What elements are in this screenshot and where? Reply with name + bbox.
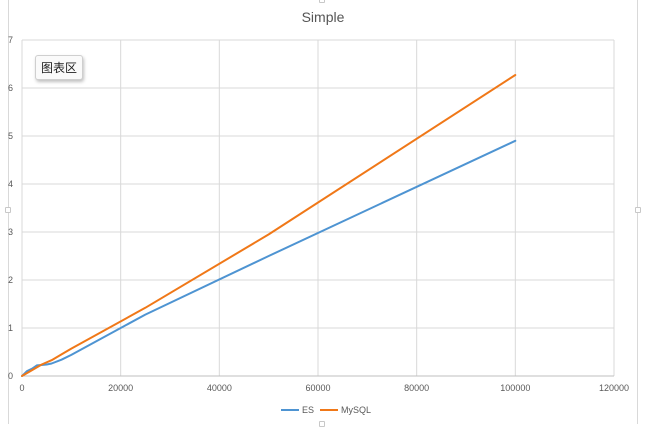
chart-area-tooltip: 图表区	[35, 55, 84, 80]
gridlines	[21, 39, 615, 377]
y-tick-label: 5	[8, 131, 13, 141]
x-tick-label: 40000	[207, 383, 232, 393]
series-line-es	[21, 139, 517, 377]
y-tick-label: 4	[8, 179, 13, 189]
chart-title: Simple	[302, 9, 345, 25]
y-tick-label: 2	[8, 275, 13, 285]
x-tick-label: 120000	[599, 383, 629, 393]
axes: 0 1 2 3 4 5 6 7 0 20000 40000 60000 80000 100000 12000…	[8, 35, 629, 393]
legend-label-mysql: MySQL	[341, 405, 371, 415]
resize-handle-right[interactable]	[635, 207, 641, 213]
x-tick-label: 0	[19, 383, 24, 393]
resize-handle-left[interactable]	[5, 207, 11, 213]
x-tick-label: 80000	[404, 383, 429, 393]
legend-label-es: ES	[302, 405, 314, 415]
y-tick-label: 1	[8, 323, 13, 333]
y-tick-label: 3	[8, 227, 13, 237]
resize-handle-top[interactable]	[319, 0, 325, 3]
x-tick-label: 60000	[305, 383, 330, 393]
y-tick-label: 0	[8, 371, 13, 381]
legend: ES MySQL	[281, 405, 371, 415]
x-tick-label: 20000	[108, 383, 133, 393]
series-line-mysql	[21, 74, 517, 377]
y-tick-label: 7	[8, 35, 13, 45]
series-lines	[21, 74, 517, 377]
x-tick-label: 100000	[500, 383, 530, 393]
y-tick-label: 6	[8, 83, 13, 93]
